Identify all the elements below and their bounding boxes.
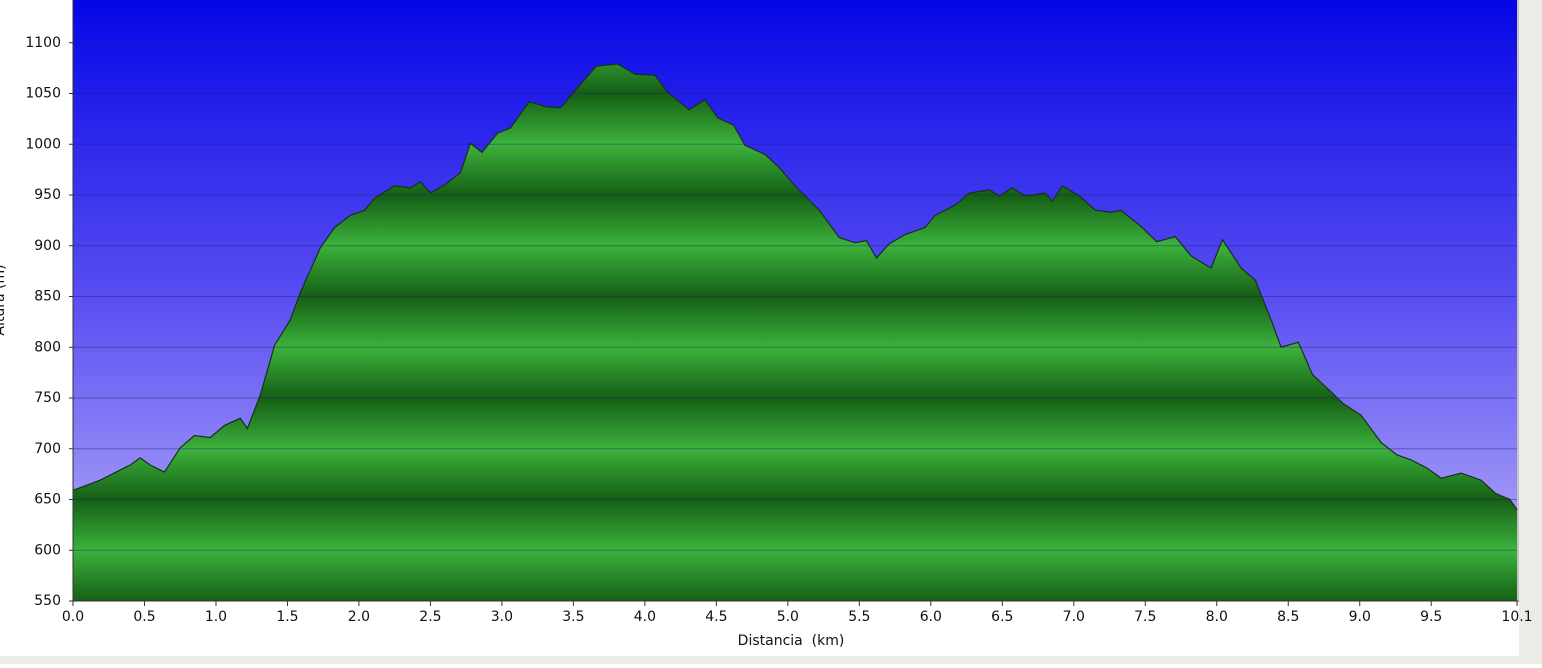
y-tick-label: 600 [34,542,61,558]
bottom-panel [0,656,1542,664]
x-tick-label: 2.5 [419,609,441,625]
x-tick-label: 7.0 [1063,609,1085,625]
x-tick-label: 1.5 [276,609,298,625]
y-tick-label: 1000 [25,136,61,152]
y-tick-label: 950 [34,187,61,203]
x-axis-label: Distancia (km) [738,633,845,649]
x-tick-label: 5.5 [848,609,870,625]
x-tick-label: 9.5 [1420,609,1442,625]
y-tick-label: 1100 [25,35,61,51]
x-tick-label: 3.0 [491,609,513,625]
x-tick-label: 6.0 [920,609,942,625]
x-tick-label: 6.5 [991,609,1013,625]
y-tick-label: 650 [34,492,61,508]
y-axis-label: Altura (m) [0,264,8,335]
line [72,63,1518,510]
x-tick-label: 1.0 [205,609,227,625]
x-tick-label: 8.0 [1206,609,1228,625]
y-tick-label: 900 [34,238,61,254]
area [73,64,1517,601]
x-tick-label: 4.5 [705,609,727,625]
x-tick-label: 5.0 [777,609,799,625]
x-tick-label: 8.5 [1277,609,1299,625]
x-tick-label: 3.5 [562,609,584,625]
x-tick-label: 0.0 [62,609,84,625]
y-tick-label: 750 [34,390,61,406]
y-tick-label: 1050 [25,86,61,102]
x-tick-label: 9.0 [1349,609,1371,625]
side-panel [1519,0,1542,664]
x-tick-label: 10.1 [1501,609,1532,625]
x-tick-label: 0.5 [133,609,155,625]
x-tick-label: 4.0 [634,609,656,625]
y-tick-label: 800 [34,339,61,355]
x-tick-label: 7.5 [1134,609,1156,625]
y-tick-label: 700 [34,441,61,457]
y-tick-label: 550 [34,593,61,609]
y-tick-label: 850 [34,289,61,305]
x-tick-label: 2.0 [348,609,370,625]
